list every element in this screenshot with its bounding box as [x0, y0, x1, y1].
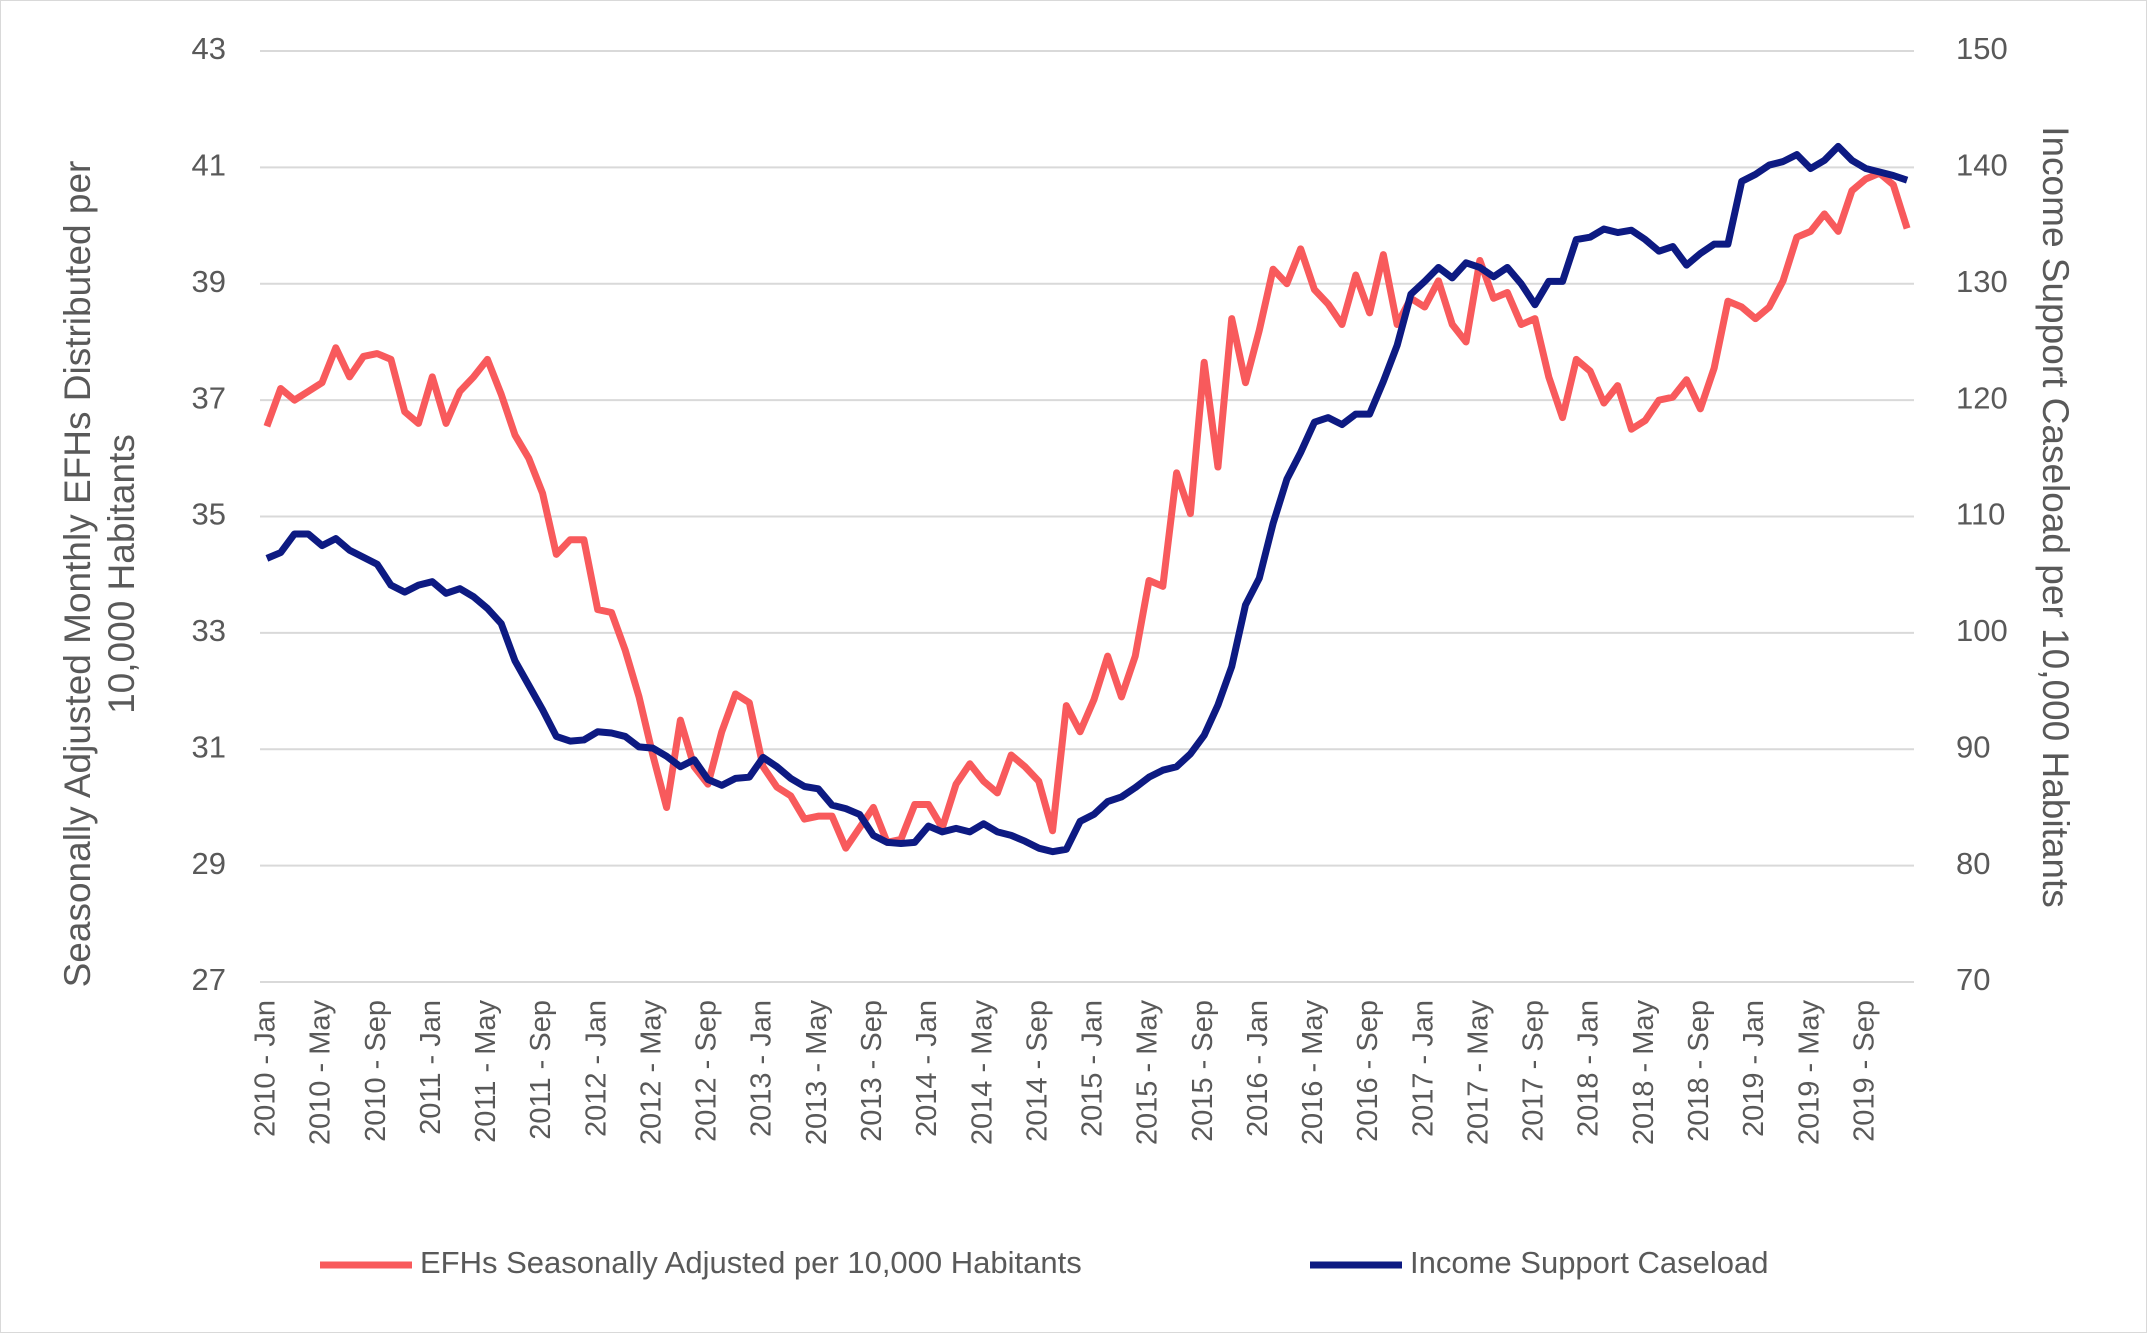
series-line: [263, 169, 1911, 852]
y2-tick-label: 90: [1956, 729, 1990, 764]
x-tick-label: 2013 - Sep: [856, 1000, 888, 1142]
x-tick-label: 2017 - Sep: [1518, 1000, 1550, 1142]
x-tick-label: 2016 - Jan: [1242, 1000, 1274, 1137]
x-tick-label: 2010 - Jan: [250, 1000, 282, 1137]
y-tick-label: 43: [192, 31, 226, 66]
y2-tick-label: 140: [1956, 148, 2008, 183]
x-tick-label: 2016 - Sep: [1352, 1000, 1384, 1142]
y-tick-label: 39: [192, 264, 226, 299]
x-tick-label: 2011 - Sep: [525, 1000, 557, 1140]
x-tick-label: 2016 - May: [1297, 1000, 1329, 1146]
y2-tick-label: 150: [1956, 31, 2008, 66]
x-tick-label: 2014 - Sep: [1021, 1000, 1053, 1142]
y-tick-label: 27: [192, 962, 226, 997]
x-tick-label: 2010 - Sep: [360, 1000, 392, 1142]
y-axis-title: Seasonally Adjusted Monthly EFHs Distrib…: [57, 160, 142, 988]
legend-label: Income Support Caseload: [1410, 1245, 1768, 1280]
x-tick-label: 2017 - Jan: [1407, 1000, 1439, 1137]
y-tick-label: 41: [192, 148, 226, 183]
x-tick-label: 2014 - Jan: [911, 1000, 943, 1137]
x-tick-label: 2015 - May: [1132, 1000, 1164, 1146]
x-tick-label: 2018 - May: [1628, 1000, 1660, 1146]
y-tick-label: 35: [192, 497, 226, 532]
y-tick-label: 29: [192, 846, 226, 881]
y2-tick-label: 70: [1956, 962, 1990, 997]
x-tick-label: 2011 - Jan: [415, 1000, 447, 1135]
x-tick-label: 2018 - Jan: [1573, 1000, 1605, 1137]
legend-label: EFHs Seasonally Adjusted per 10,000 Habi…: [420, 1245, 1082, 1280]
x-tick-label: 2012 - Sep: [691, 1000, 723, 1142]
y2-tick-label: 110: [1956, 497, 2005, 532]
y-tick-label: 33: [192, 613, 226, 648]
x-tick-label: 2015 - Sep: [1187, 1000, 1219, 1142]
x-tick-label: 2012 - Jan: [580, 1000, 612, 1137]
x-tick-label: 2018 - Sep: [1683, 1000, 1715, 1142]
x-tick-label: 2011 - May: [470, 1000, 502, 1143]
x-tick-label: 2019 - May: [1793, 1000, 1825, 1146]
x-tick-label: 2012 - May: [635, 1000, 667, 1146]
y2-axis-title: Income Support Caseload per 10,000 Habit…: [2035, 126, 2076, 908]
x-tick-label: 2019 - Jan: [1738, 1000, 1770, 1137]
x-tick-label: 2014 - May: [966, 1000, 998, 1146]
y-tick-label: 31: [192, 729, 226, 764]
y2-tick-label: 130: [1956, 264, 2008, 299]
x-tick-label: 2015 - Jan: [1077, 1000, 1109, 1137]
x-tick-label: 2019 - Sep: [1848, 1000, 1880, 1142]
x-tick-label: 2017 - May: [1462, 1000, 1494, 1146]
x-tick-label: 2013 - May: [801, 1000, 833, 1146]
y-tick-label: 37: [192, 380, 226, 415]
series-line: [265, 142, 1909, 856]
x-tick-label: 2013 - Jan: [746, 1000, 778, 1137]
y2-tick-label: 100: [1956, 613, 2008, 648]
y2-tick-label: 120: [1956, 380, 2008, 415]
y2-tick-label: 80: [1956, 846, 1990, 881]
x-tick-label: 2010 - May: [305, 1000, 337, 1146]
